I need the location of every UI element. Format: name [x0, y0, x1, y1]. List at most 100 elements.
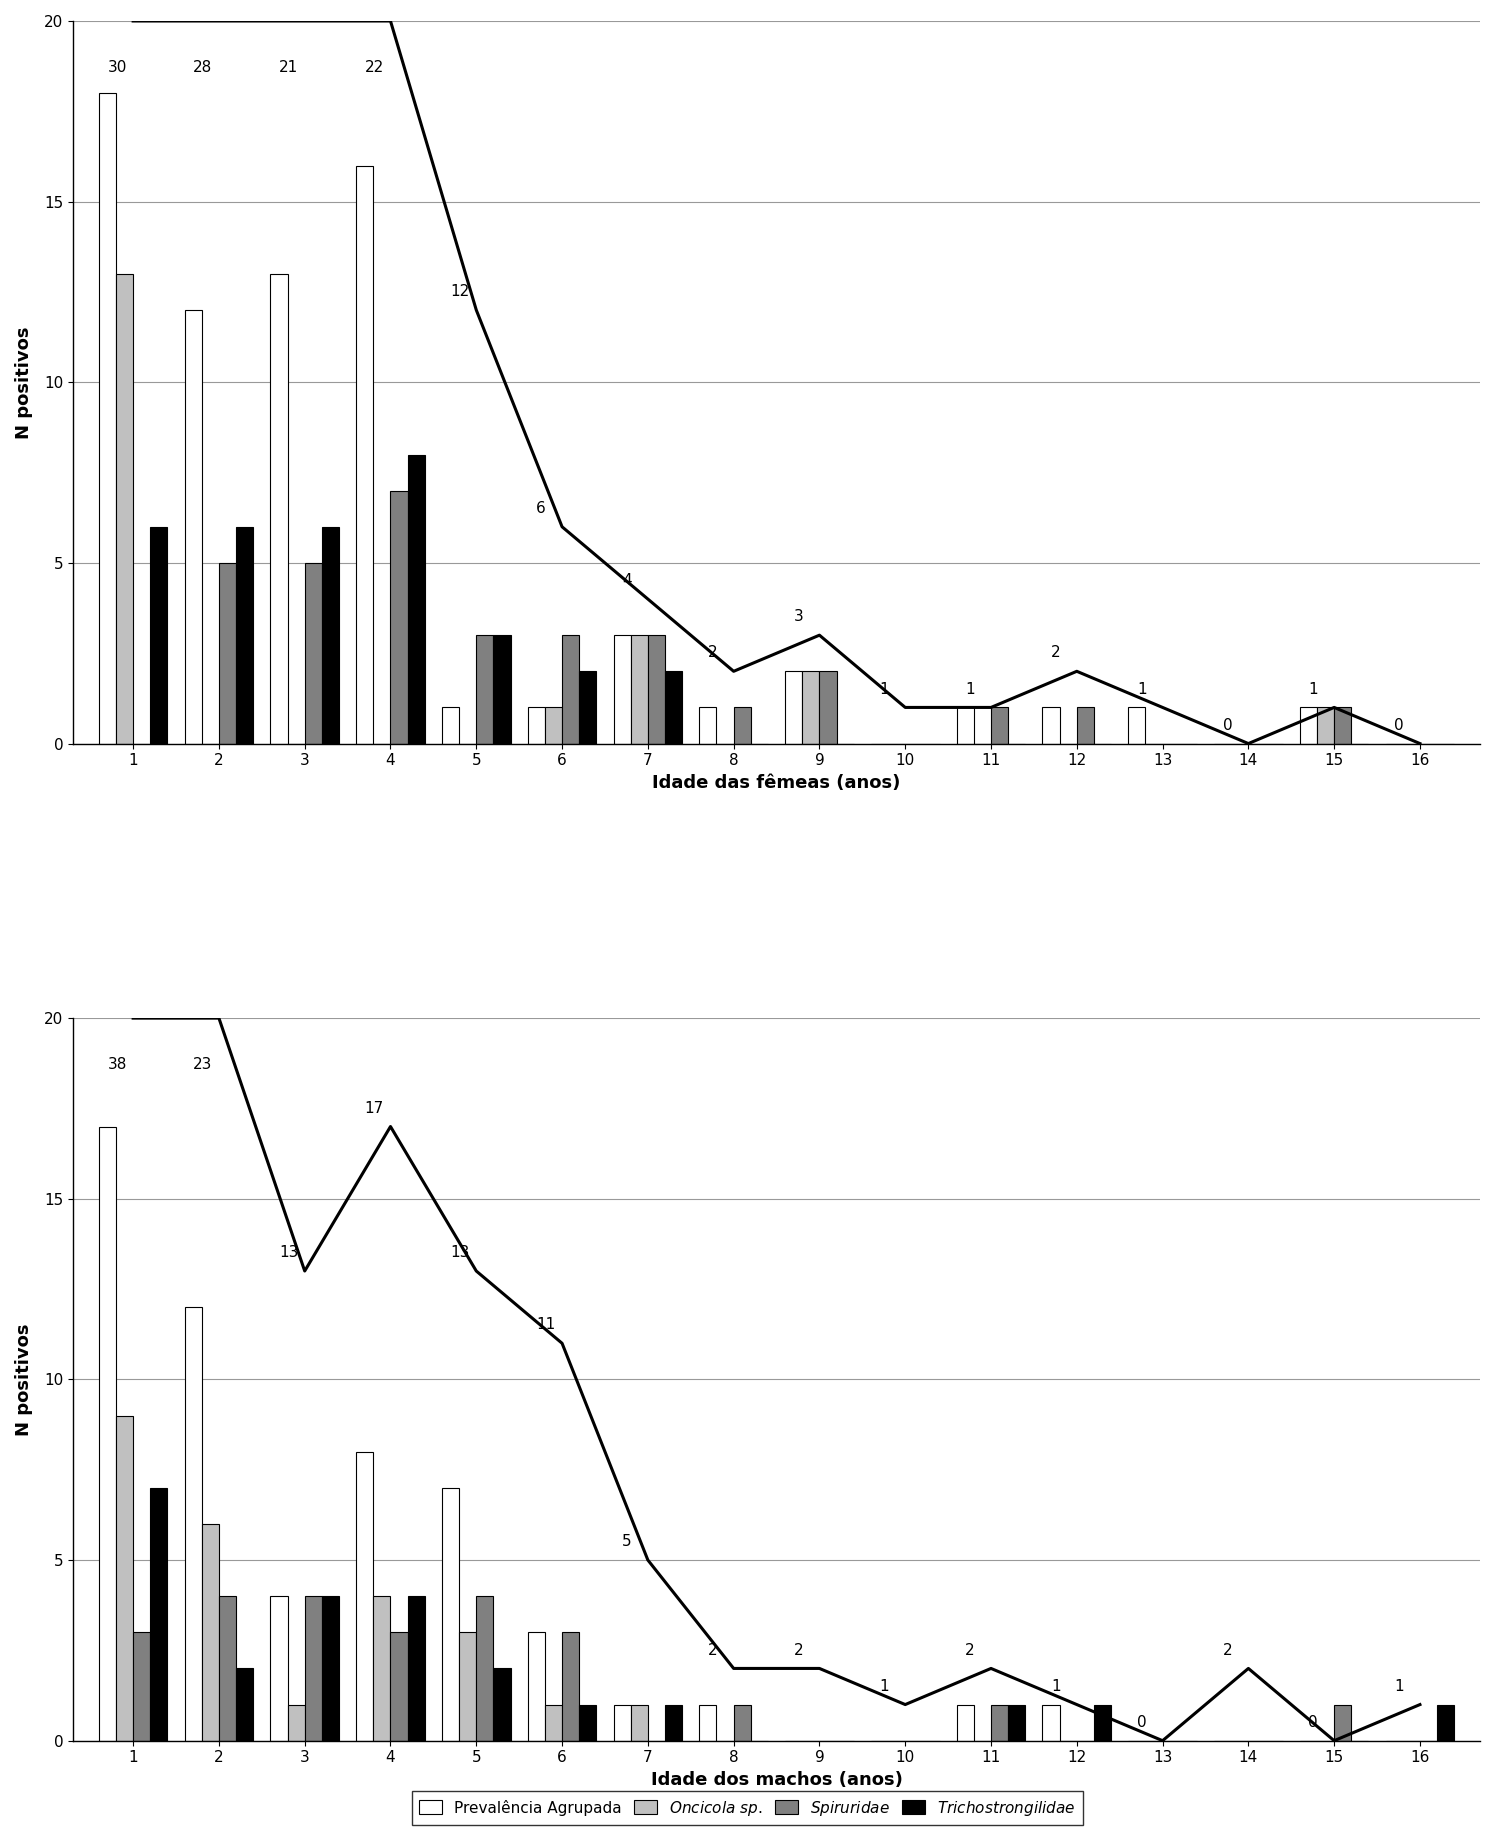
Y-axis label: N positivos: N positivos: [15, 326, 33, 438]
Text: 23: 23: [193, 1057, 212, 1072]
Bar: [957, 1704, 973, 1741]
Bar: [184, 309, 202, 744]
Bar: [1008, 1704, 1026, 1741]
Text: 30: 30: [108, 61, 127, 76]
Bar: [647, 635, 665, 744]
Bar: [218, 1597, 236, 1741]
Text: 21: 21: [280, 61, 298, 76]
Text: 5: 5: [622, 1534, 632, 1549]
Bar: [734, 1704, 750, 1741]
Text: 12: 12: [450, 284, 469, 298]
Bar: [321, 1597, 339, 1741]
Text: 11: 11: [537, 1317, 556, 1332]
Bar: [151, 1488, 167, 1741]
Bar: [1042, 1704, 1060, 1741]
Bar: [1437, 1704, 1455, 1741]
Text: 13: 13: [450, 1245, 469, 1260]
Bar: [408, 455, 425, 744]
Y-axis label: N positivos: N positivos: [15, 1323, 33, 1435]
Bar: [133, 1632, 151, 1741]
Bar: [117, 1415, 133, 1741]
Text: 2: 2: [1223, 1643, 1232, 1658]
Bar: [562, 635, 579, 744]
Text: 22: 22: [365, 61, 384, 76]
Bar: [236, 1669, 253, 1741]
Bar: [1334, 1704, 1351, 1741]
Bar: [1076, 707, 1094, 744]
Text: 28: 28: [193, 61, 212, 76]
Bar: [493, 1669, 511, 1741]
Text: 2: 2: [966, 1643, 975, 1658]
Text: 4: 4: [622, 573, 632, 588]
Bar: [477, 635, 493, 744]
Bar: [493, 635, 511, 744]
Bar: [356, 166, 374, 744]
Bar: [477, 1597, 493, 1741]
Text: 1: 1: [966, 682, 975, 696]
Text: 0: 0: [1395, 718, 1404, 733]
Bar: [544, 1704, 562, 1741]
Bar: [991, 1704, 1008, 1741]
Bar: [99, 1127, 117, 1741]
Bar: [459, 1632, 477, 1741]
Bar: [184, 1308, 202, 1741]
Bar: [218, 564, 236, 744]
Text: 2: 2: [709, 645, 718, 661]
Text: 38: 38: [108, 1057, 127, 1072]
Bar: [321, 527, 339, 744]
Text: 1: 1: [1308, 682, 1319, 696]
Text: 2: 2: [794, 1643, 803, 1658]
Bar: [991, 707, 1008, 744]
Text: 0: 0: [1308, 1715, 1319, 1730]
Bar: [151, 527, 167, 744]
Bar: [1299, 707, 1317, 744]
Bar: [700, 707, 716, 744]
Text: 6: 6: [537, 501, 546, 516]
Bar: [665, 670, 682, 744]
Bar: [236, 527, 253, 744]
Bar: [803, 670, 819, 744]
Bar: [631, 635, 647, 744]
Bar: [734, 707, 750, 744]
Bar: [579, 1704, 597, 1741]
Bar: [117, 274, 133, 744]
Text: 1: 1: [1136, 682, 1147, 696]
Bar: [287, 1704, 305, 1741]
Bar: [390, 1632, 408, 1741]
Bar: [957, 707, 973, 744]
Text: 3: 3: [794, 610, 803, 624]
Bar: [408, 1597, 425, 1741]
Bar: [1317, 707, 1334, 744]
Text: 0: 0: [1223, 718, 1232, 733]
Text: 17: 17: [365, 1102, 384, 1116]
Bar: [819, 670, 837, 744]
Bar: [305, 564, 321, 744]
X-axis label: Idade dos machos (anos): Idade dos machos (anos): [650, 1770, 903, 1789]
Bar: [271, 274, 287, 744]
Bar: [544, 707, 562, 744]
Bar: [562, 1632, 579, 1741]
Bar: [202, 1523, 218, 1741]
Text: 1: 1: [879, 1678, 890, 1695]
Bar: [1094, 1704, 1111, 1741]
Bar: [528, 1632, 544, 1741]
Bar: [579, 670, 597, 744]
Text: 1: 1: [1051, 1678, 1060, 1695]
Text: 1: 1: [879, 682, 890, 696]
Text: 13: 13: [280, 1245, 299, 1260]
Bar: [271, 1597, 287, 1741]
Bar: [1334, 707, 1351, 744]
Bar: [1129, 707, 1145, 744]
Text: 1: 1: [1395, 1678, 1404, 1695]
Bar: [665, 1704, 682, 1741]
Text: 0: 0: [1136, 1715, 1147, 1730]
Legend: Prevalência Agrupada, $\it{Oncicola}$ $\it{sp.}$, $\it{Spiruridae}$, $\it{Tricho: Prevalência Agrupada, $\it{Oncicola}$ $\…: [411, 1790, 1084, 1825]
Bar: [99, 94, 117, 744]
X-axis label: Idade das fêmeas (anos): Idade das fêmeas (anos): [652, 774, 900, 792]
Bar: [613, 1704, 631, 1741]
Bar: [700, 1704, 716, 1741]
Bar: [305, 1597, 321, 1741]
Text: 2: 2: [709, 1643, 718, 1658]
Bar: [613, 635, 631, 744]
Bar: [356, 1451, 374, 1741]
